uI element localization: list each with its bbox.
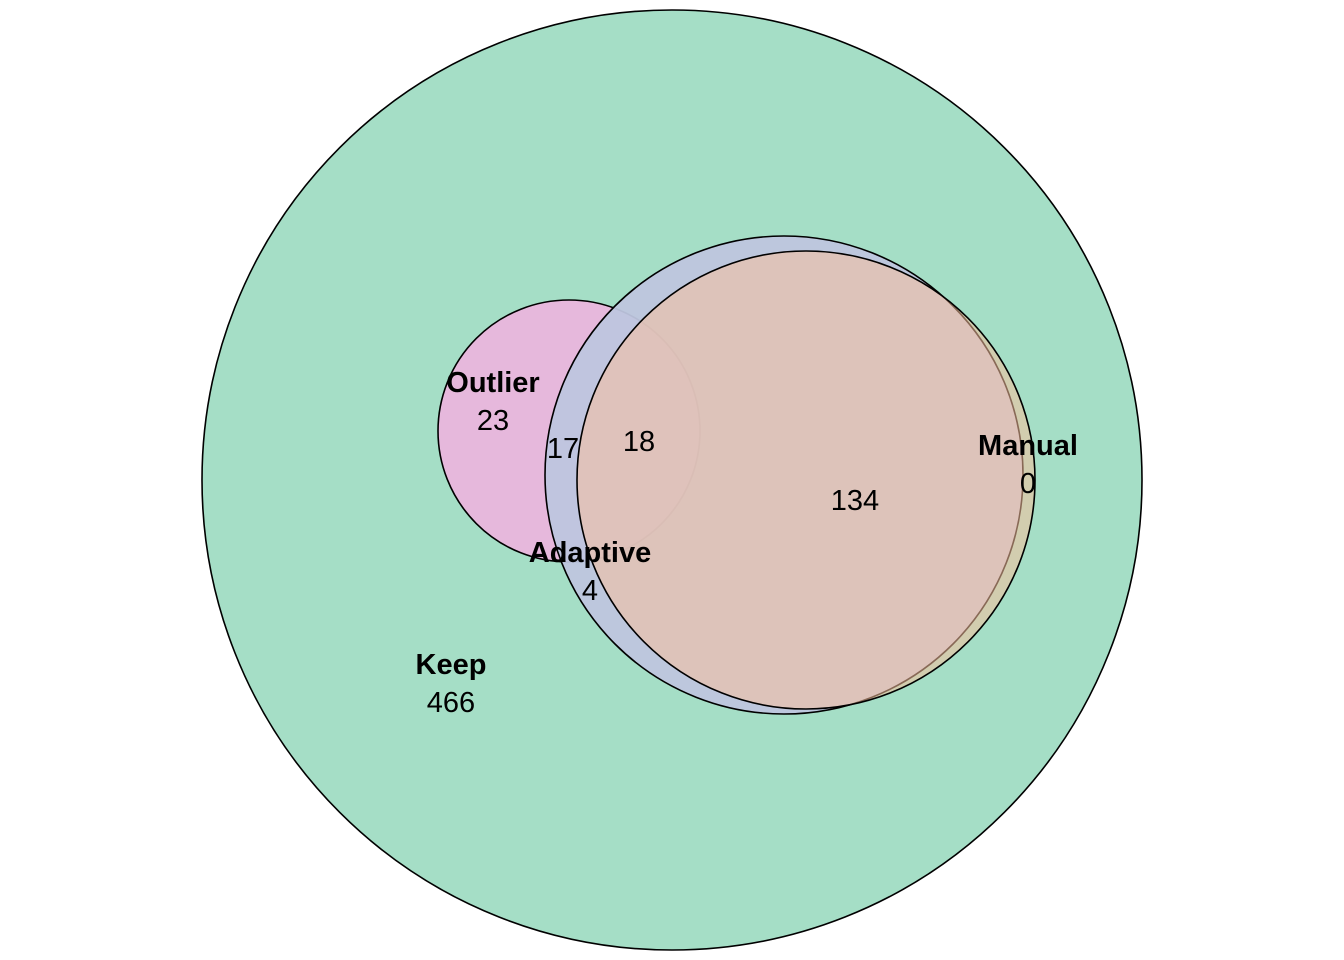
set-label-adaptive: Adaptive (529, 537, 651, 569)
set-label-manual: Manual (978, 430, 1078, 462)
set-label-outlier: Outlier (446, 367, 539, 399)
count-keep-adaptive-manual: 134 (831, 485, 879, 517)
count-keep-outlier-adaptive-manual: 18 (623, 426, 655, 458)
count-outlier-only: 23 (477, 405, 509, 437)
count-keep-outlier-adaptive: 17 (547, 433, 579, 465)
set-label-keep: Keep (416, 649, 487, 681)
count-keep-only: 466 (427, 687, 475, 719)
set-circle-manual (576, 250, 1036, 710)
count-manual-only: 0 (1020, 468, 1036, 500)
count-adaptive-only: 4 (582, 575, 598, 607)
